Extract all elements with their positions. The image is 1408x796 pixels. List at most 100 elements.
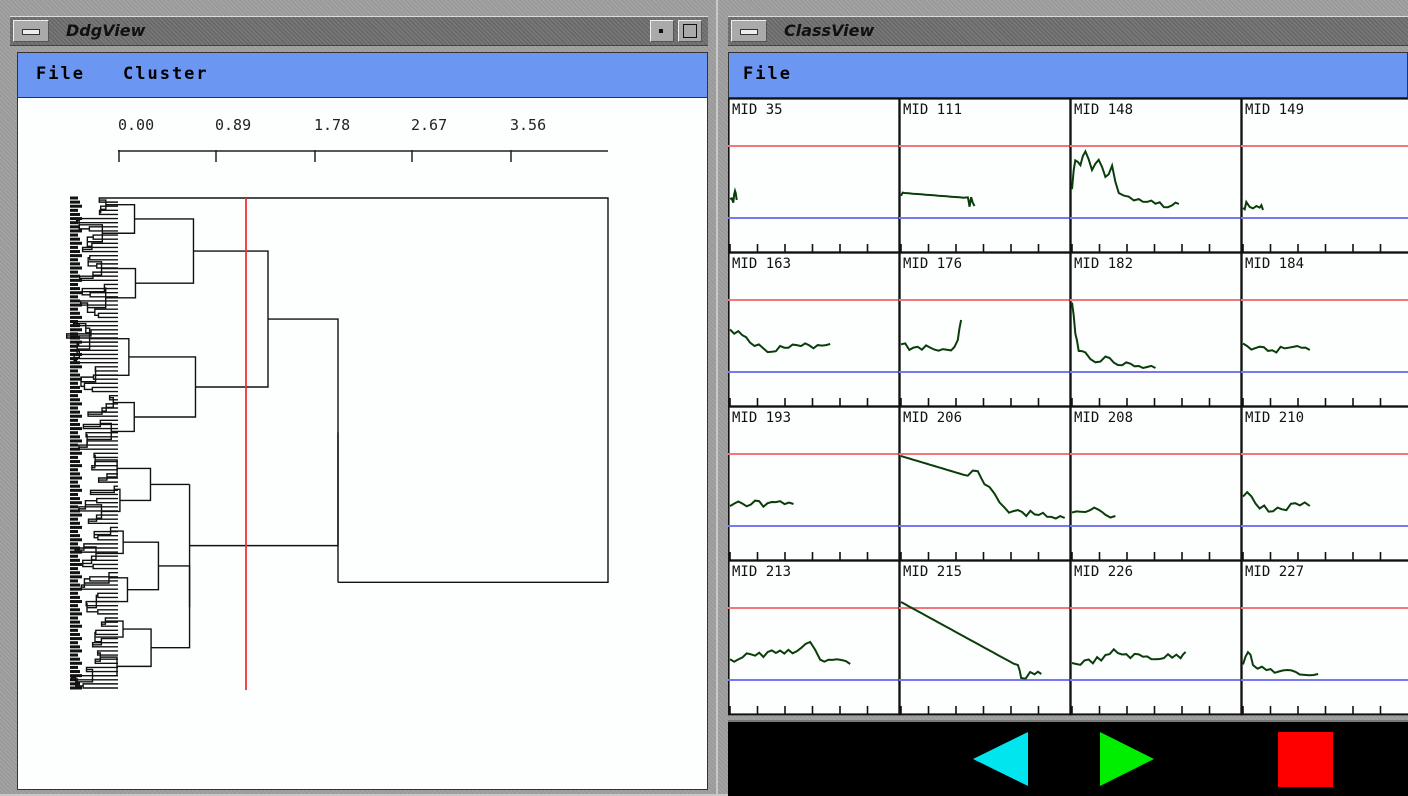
- class-cell[interactable]: MID 148: [1070, 99, 1242, 253]
- scale-tick-label: 1.78: [314, 116, 350, 134]
- dendrogram-link: [83, 684, 118, 688]
- maximize-button[interactable]: [678, 20, 702, 42]
- cell-label: MID 226: [1074, 564, 1133, 580]
- dendrogram-link: [111, 403, 134, 432]
- dendrogram-link: [151, 566, 189, 648]
- cell-label: MID 210: [1245, 410, 1304, 426]
- minimize-button[interactable]: [650, 20, 674, 42]
- time-series-trace: [901, 320, 961, 351]
- cell-label: MID 193: [732, 410, 791, 426]
- scale-tick-label: 0.00: [118, 116, 154, 134]
- dendrogram-link: [98, 536, 118, 540]
- dendrogram-link: [97, 499, 118, 503]
- cell-border: [729, 561, 900, 715]
- cell-label: MID 213: [732, 564, 791, 580]
- cell-label: MID 206: [903, 410, 962, 426]
- class-cell[interactable]: MID 213: [728, 561, 900, 715]
- class-cell[interactable]: MID 111: [899, 99, 1071, 253]
- cell-label: MID 208: [1074, 410, 1133, 426]
- dendrogram-link: [117, 629, 151, 666]
- dendrogram-link: [93, 564, 118, 568]
- menu-file[interactable]: File: [36, 64, 85, 84]
- playback-controls: [728, 720, 1408, 796]
- class-cell[interactable]: MID 226: [1070, 561, 1242, 715]
- dendrogram-link: [96, 630, 118, 634]
- dendrogram-link: [98, 593, 118, 597]
- dendrogram-link: [118, 198, 608, 582]
- class-cell[interactable]: MID 176: [899, 253, 1071, 407]
- dendrogram-link: [76, 359, 118, 363]
- time-series-trace: [1072, 508, 1115, 518]
- dendrogram-link: [117, 468, 150, 500]
- time-series-trace: [1243, 344, 1310, 353]
- cell-border: [1242, 561, 1408, 715]
- class-cell[interactable]: MID 215: [899, 561, 1071, 715]
- dendrogram-tree: [67, 198, 608, 688]
- class-cell[interactable]: MID 184: [1241, 253, 1408, 407]
- window-menu-button[interactable]: [731, 20, 767, 42]
- scale-tick-label: 2.67: [411, 116, 447, 134]
- cell-border: [900, 99, 1071, 253]
- cell-label: MID 148: [1074, 102, 1133, 118]
- cell-border: [900, 561, 1071, 715]
- menu-cluster[interactable]: Cluster: [123, 64, 209, 84]
- cell-border: [1071, 407, 1242, 561]
- dendrogram-link: [123, 542, 158, 589]
- time-series-trace: [1072, 303, 1156, 368]
- time-series-trace: [1243, 492, 1310, 511]
- maximize-icon: [683, 24, 697, 38]
- dendrogram-link: [97, 264, 118, 268]
- cell-border: [1242, 253, 1408, 407]
- dendrogram-link: [89, 227, 118, 231]
- menu-file[interactable]: File: [743, 64, 792, 84]
- ddgview-title: DdgView: [66, 21, 145, 40]
- classview-window: ClassView File MID 35 MID 111 MID 148 MID 1…: [718, 0, 1408, 794]
- dendrogram-link: [93, 235, 118, 239]
- stop-square-icon[interactable]: [1278, 732, 1333, 787]
- cell-border: [900, 253, 1071, 407]
- dendrogram-link: [190, 319, 338, 546]
- left-triangle-icon[interactable]: [973, 732, 1028, 786]
- right-triangle-icon[interactable]: [1100, 732, 1154, 786]
- time-series-trace: [1072, 649, 1186, 665]
- window-menu-button[interactable]: [13, 20, 49, 42]
- ddgview-titlebar[interactable]: DdgView: [10, 16, 708, 46]
- cell-border: [1242, 407, 1408, 561]
- class-cell[interactable]: MID 182: [1070, 253, 1242, 407]
- class-cell[interactable]: MID 149: [1241, 99, 1408, 253]
- class-cell[interactable]: MID 163: [728, 253, 900, 407]
- class-cell[interactable]: MID 210: [1241, 407, 1408, 561]
- cell-label: MID 111: [903, 102, 962, 118]
- cell-border: [1071, 99, 1242, 253]
- scale-tick-label: 0.89: [215, 116, 251, 134]
- classview-titlebar[interactable]: ClassView: [728, 16, 1408, 46]
- time-series-trace: [730, 501, 794, 507]
- class-cell[interactable]: MID 193: [728, 407, 900, 561]
- cell-label: MID 149: [1245, 102, 1304, 118]
- dendrogram-link: [81, 585, 118, 589]
- dendrogram-link: [91, 486, 118, 492]
- cell-label: MID 215: [903, 564, 962, 580]
- cell-border: [729, 407, 900, 561]
- cell-label: MID 184: [1245, 256, 1304, 272]
- class-cell[interactable]: MID 206: [899, 407, 1071, 561]
- dendrogram-link: [94, 453, 118, 457]
- dendrogram-link: [84, 547, 96, 560]
- cell-label: MID 35: [732, 102, 783, 118]
- dendrogram-link: [135, 219, 194, 283]
- dendrogram-link: [193, 251, 268, 387]
- time-series-trace: [1072, 151, 1179, 207]
- class-cell[interactable]: MID 227: [1241, 561, 1408, 715]
- time-series-trace: [901, 602, 1041, 679]
- dendrogram-link: [90, 256, 118, 260]
- minimize-icon: [659, 29, 663, 33]
- class-cell[interactable]: MID 35: [728, 99, 900, 253]
- playback-controls-canvas: [728, 722, 1408, 796]
- dendrogram-link: [86, 433, 118, 437]
- class-cell[interactable]: MID 208: [1070, 407, 1242, 561]
- dendrogram-link: [77, 219, 118, 223]
- ddgview-menubar: File Cluster: [17, 52, 708, 98]
